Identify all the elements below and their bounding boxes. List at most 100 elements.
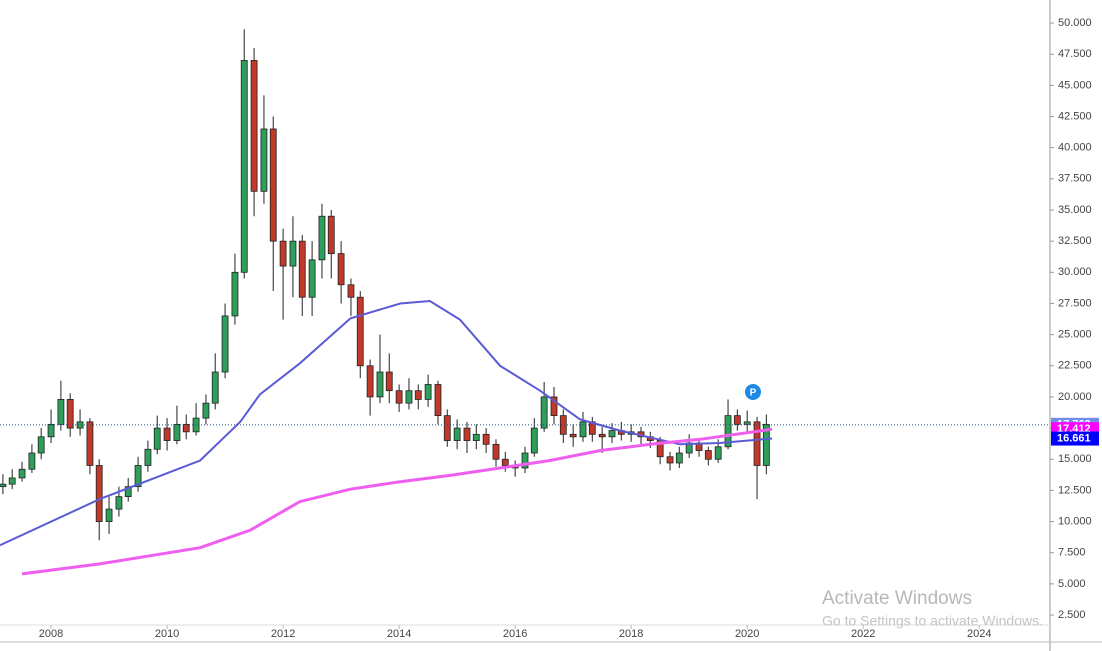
candle-body [598, 433, 606, 438]
candle-body [8, 477, 16, 485]
candle-body [250, 60, 258, 192]
candle-body [289, 240, 297, 267]
candle-body [318, 215, 326, 261]
candle-body [463, 427, 471, 441]
candle-body [105, 508, 113, 522]
candle-body [57, 399, 65, 425]
y-tick-label: 35.000 [1058, 204, 1092, 216]
candle-body [211, 371, 219, 404]
candle-body [366, 365, 374, 398]
x-tick-label: 2016 [503, 628, 527, 640]
candle-body [714, 446, 722, 460]
candle-body [173, 423, 181, 441]
candle-body [221, 315, 229, 373]
candle-body [724, 415, 732, 448]
candle-body [124, 486, 132, 498]
candle-body [260, 128, 268, 192]
candle-body [443, 415, 451, 441]
candle-body [347, 284, 355, 298]
candle-body [37, 436, 45, 454]
candle-body [192, 417, 200, 433]
y-tick-label: 40.000 [1058, 142, 1092, 154]
y-tick-label: 42.500 [1058, 110, 1092, 122]
candle-body [376, 371, 384, 398]
y-tick-label: 50.000 [1058, 17, 1092, 29]
candle-body [134, 465, 142, 488]
event-marker [744, 383, 761, 400]
candle-body [395, 390, 403, 404]
x-tick-label: 2010 [155, 628, 179, 640]
candle-body [579, 421, 587, 438]
candle-body [453, 427, 461, 441]
candle-body [569, 433, 577, 438]
candle-body [530, 427, 538, 454]
x-tick-label: 2018 [619, 628, 643, 640]
y-tick-label: 5.000 [1058, 578, 1086, 590]
candle-body [550, 396, 558, 417]
candle-body [47, 423, 55, 438]
x-tick-label: 2024 [967, 628, 991, 640]
y-tick-label: 22.500 [1058, 360, 1092, 372]
y-tick-label: 7.500 [1058, 547, 1086, 559]
candle-body [405, 390, 413, 404]
candle-body [66, 399, 74, 429]
x-tick-label: 2022 [851, 628, 875, 640]
candle-body [0, 483, 7, 488]
y-tick-label: 32.500 [1058, 235, 1092, 247]
candle-body [163, 427, 171, 441]
candle-body [762, 423, 770, 466]
y-tick-label: 12.500 [1058, 484, 1092, 496]
candle-body [144, 448, 152, 466]
y-tick-label: 15.000 [1058, 453, 1092, 465]
candle-body [298, 240, 306, 298]
y-tick-label: 27.500 [1058, 297, 1092, 309]
candle-body [704, 450, 712, 460]
y-tick-label: 2.500 [1058, 609, 1086, 621]
candle-body [231, 271, 239, 317]
candle-body [153, 427, 161, 450]
x-tick-label: 2014 [387, 628, 411, 640]
candle-body [472, 433, 480, 441]
x-tick-label: 2020 [735, 628, 759, 640]
candle-body [76, 421, 84, 429]
candle-body [86, 421, 94, 466]
watermark-title: Activate Windows [822, 588, 972, 609]
candle-body [202, 402, 210, 419]
candle-body [753, 421, 761, 466]
candle-body [28, 452, 36, 470]
moving-average [0, 299, 773, 547]
candle-body [356, 296, 364, 367]
candle-body [327, 215, 335, 255]
candle-body [279, 240, 287, 267]
candle-body [743, 421, 751, 425]
candle-body [308, 259, 316, 298]
candle-body [18, 468, 26, 479]
y-tick-label: 37.500 [1058, 173, 1092, 185]
candle-body [608, 430, 616, 438]
candle-body [434, 384, 442, 417]
y-tick-label: 20.000 [1058, 391, 1092, 403]
y-tick-label: 30.000 [1058, 266, 1092, 278]
candle-body [95, 465, 103, 522]
x-tick-label: 2008 [39, 628, 63, 640]
candle-body [240, 60, 248, 273]
candle-body [182, 423, 190, 433]
candle-body [501, 458, 509, 466]
y-tick-label: 25.000 [1058, 329, 1092, 341]
price-label-bg [1051, 431, 1099, 446]
candle-body [424, 384, 432, 400]
watermark-subtitle: Go to Settings to activate Windows. [822, 613, 1043, 629]
moving-average [21, 427, 773, 576]
y-tick-label: 47.500 [1058, 48, 1092, 60]
candle-body [675, 452, 683, 464]
candle-body [540, 396, 548, 429]
y-tick-label: 45.000 [1058, 79, 1092, 91]
candle-body [385, 371, 393, 392]
candle-body [269, 128, 277, 242]
candle-body [666, 456, 674, 464]
x-tick-label: 2012 [271, 628, 295, 640]
candle-body [559, 415, 567, 435]
candle-body [492, 443, 500, 460]
